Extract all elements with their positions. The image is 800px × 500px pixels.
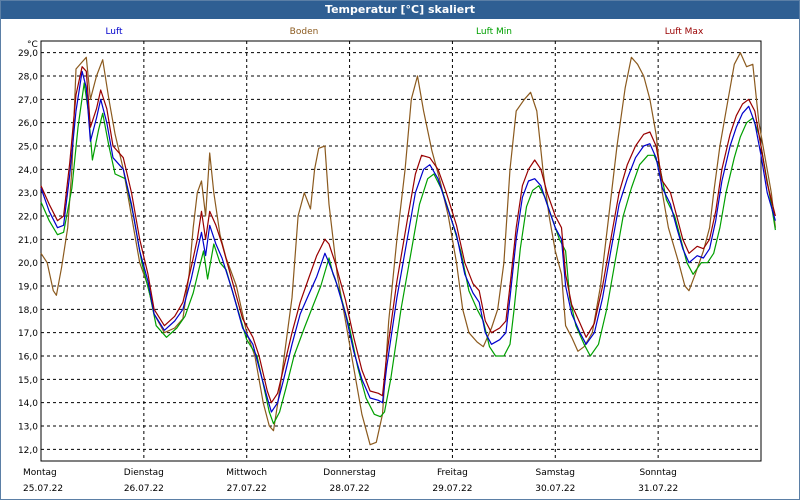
legend: Luft Boden Luft Min Luft Max: [105, 27, 704, 37]
y-tick-label: 29,0: [18, 49, 38, 59]
x-date-label: 27.07.22: [227, 484, 267, 494]
x-day-label: Montag: [23, 468, 57, 478]
x-day-label: Mittwoch: [226, 468, 267, 478]
axes: [40, 40, 762, 462]
x-date-label: 26.07.22: [124, 484, 164, 494]
x-date-label: 31.07.22: [638, 484, 678, 494]
y-tick-label: 24,0: [18, 166, 38, 176]
x-date-label: 29.07.22: [432, 484, 472, 494]
series-line-luft-min: [40, 82, 776, 425]
x-date-label: 25.07.22: [23, 484, 63, 494]
y-tick-label: 22,0: [18, 213, 38, 223]
y-tick-label: 16,0: [18, 353, 38, 363]
series-line-boden: [40, 52, 776, 446]
y-tick-label: 14,0: [18, 399, 38, 409]
x-day-label: Donnerstag: [323, 468, 376, 478]
y-tick-label: 15,0: [18, 376, 38, 386]
y-unit-label: °C: [27, 40, 38, 50]
x-date-label: 30.07.22: [535, 484, 575, 494]
legend-entry-luft-max: Luft Max: [665, 27, 704, 37]
y-tick-label: 26,0: [18, 119, 38, 129]
y-tick-label: 19,0: [18, 283, 38, 293]
y-tick-label: 12,0: [18, 446, 38, 456]
y-tick-label: 17,0: [18, 329, 38, 339]
x-day-label: Dienstag: [124, 468, 164, 478]
y-tick-label: 27,0: [18, 96, 38, 106]
y-tick-label: 13,0: [18, 423, 38, 433]
x-day-label: Samstag: [536, 468, 575, 478]
legend-entry-luft-min: Luft Min: [476, 27, 512, 37]
y-tick-label: 23,0: [18, 189, 38, 199]
temperature-chart: Luft Boden Luft Min Luft Max 29,0 28,0 27,0 26…: [18, 27, 776, 494]
y-tick-label: 25,0: [18, 143, 38, 153]
legend-entry-boden: Boden: [290, 27, 319, 37]
y-tick-label: 28,0: [18, 73, 38, 83]
x-day-label: Sonntag: [639, 468, 676, 478]
plot-frame: [40, 40, 762, 462]
y-tick-label: 20,0: [18, 259, 38, 269]
chart-title: Temperatur [°C] skaliert: [1, 1, 799, 19]
x-day-label: Freitag: [437, 468, 468, 478]
series-line-luft: [40, 70, 776, 413]
axis-labels: 29,0 28,0 27,0 26,0 25,0 24,0 23,0 22,0 21,0 20,0…: [18, 40, 678, 494]
y-tick-label: 18,0: [18, 306, 38, 316]
grid: [41, 41, 761, 461]
legend-entry-luft: Luft: [105, 27, 123, 37]
y-tick-label: 21,0: [18, 236, 38, 246]
series-line-luft-max: [40, 66, 776, 404]
x-date-label: 28.07.22: [330, 484, 370, 494]
series-lines: [40, 52, 776, 446]
